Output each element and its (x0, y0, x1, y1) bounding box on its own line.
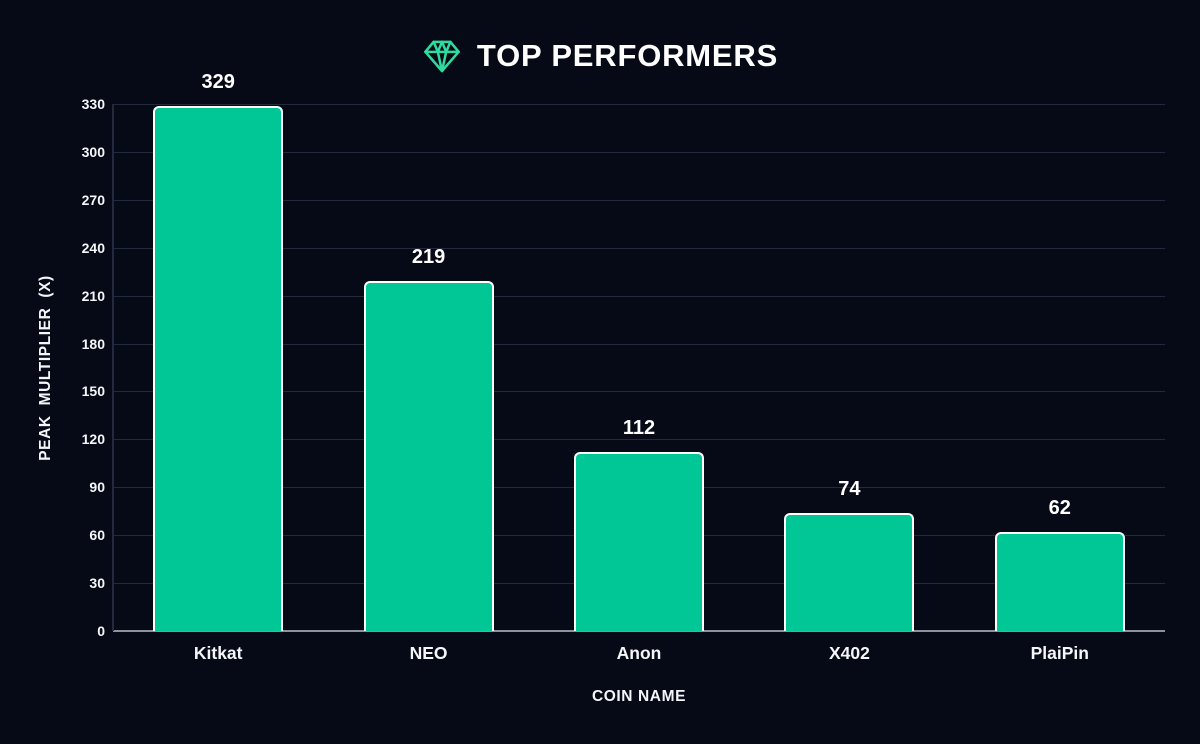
x-axis-line (113, 630, 1165, 632)
gridline (113, 295, 1165, 297)
gridline (113, 343, 1165, 345)
bar-value-label: 219 (411, 246, 446, 269)
chart-header: TOP PERFORMERS (0, 30, 1200, 82)
x-tick-label: NEO (409, 643, 448, 663)
gridline (113, 391, 1165, 393)
x-axis-title: COIN NAME (591, 688, 687, 705)
y-tick-label: 180 (81, 335, 105, 352)
x-tick-label: X402 (828, 643, 870, 663)
x-tick-label: Kitkat (193, 643, 243, 663)
bar-value-label: 62 (1048, 496, 1071, 519)
bar-value-label: 329 (201, 70, 235, 93)
x-tick-label: Anon (616, 643, 662, 663)
gridline (113, 199, 1165, 201)
y-tick-label: 240 (81, 239, 105, 256)
gridline (113, 104, 1165, 105)
y-tick-label: 0 (97, 623, 105, 639)
y-tick-label: 90 (89, 479, 105, 496)
y-tick-label: 210 (81, 287, 105, 304)
y-tick-label: 270 (81, 191, 105, 208)
x-tick-label: PlaiPin (1030, 643, 1089, 663)
y-tick-label: 120 (81, 431, 105, 448)
y-tick-label: 60 (89, 527, 105, 544)
y-tick-label: 150 (81, 383, 105, 400)
gridline (113, 151, 1165, 153)
gem-icon (423, 40, 460, 73)
bar (153, 105, 284, 631)
gridline (113, 247, 1165, 249)
bar (363, 281, 494, 631)
bar (994, 531, 1125, 631)
bar (574, 452, 704, 631)
y-tick-label: 330 (81, 96, 105, 112)
bar-value-label: 74 (838, 477, 861, 500)
bar (784, 512, 915, 631)
chart-title: TOP PERFORMERS (476, 38, 779, 73)
gridline (113, 439, 1165, 441)
y-tick-label: 300 (81, 143, 105, 160)
y-axis-line (112, 104, 114, 631)
bar-value-label: 112 (622, 417, 656, 440)
y-tick-label: 30 (89, 575, 105, 592)
